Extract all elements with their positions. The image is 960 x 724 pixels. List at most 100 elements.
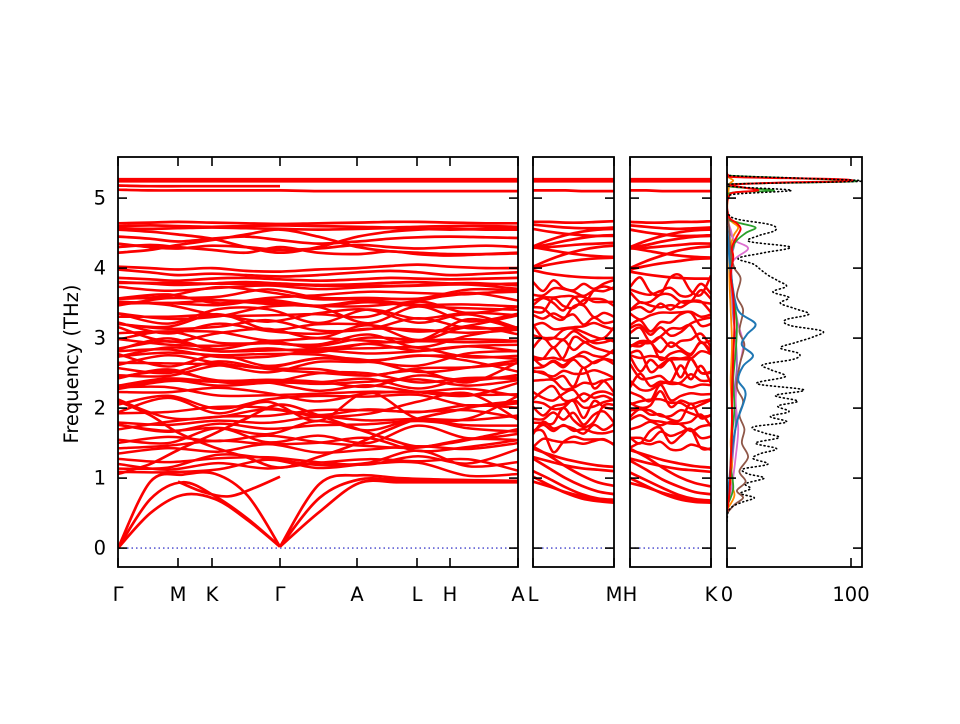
phonon-band bbox=[118, 390, 518, 424]
phonon-band bbox=[118, 385, 518, 398]
phonon-band bbox=[533, 480, 614, 502]
panel-content-p3 bbox=[630, 177, 711, 549]
kpoint-label: L bbox=[528, 583, 539, 606]
phonon-band bbox=[533, 388, 614, 403]
pdos-green-curve bbox=[727, 172, 858, 507]
phonon-band bbox=[278, 473, 518, 548]
phonon-band bbox=[630, 476, 711, 504]
phonon-band bbox=[118, 228, 518, 256]
phonon-band bbox=[533, 279, 614, 293]
phonon-band bbox=[630, 427, 711, 443]
phonon-band bbox=[118, 285, 518, 301]
phonon-band bbox=[630, 383, 711, 403]
phonon-band bbox=[533, 457, 614, 496]
phonon-band bbox=[118, 326, 518, 349]
phonon-band bbox=[630, 219, 711, 225]
kpoint-label: A bbox=[511, 583, 525, 606]
phonon-band bbox=[630, 389, 711, 410]
phonon-band bbox=[630, 447, 711, 488]
kpoint-label: H bbox=[443, 583, 458, 606]
dos-axis-tick-label: 0 bbox=[721, 583, 733, 606]
kpoint-label: L bbox=[412, 583, 423, 606]
phonon-band bbox=[118, 287, 518, 301]
panel-frame bbox=[726, 156, 863, 568]
panel-frame bbox=[629, 156, 712, 568]
y-axis-label: Frequency (THz) bbox=[60, 285, 83, 444]
panel-frame bbox=[117, 156, 519, 568]
kpoint-label: H bbox=[623, 583, 638, 606]
phonon-band bbox=[118, 280, 518, 287]
phonon-band bbox=[630, 349, 711, 361]
phonon-band bbox=[630, 481, 711, 503]
phonon-band bbox=[630, 440, 711, 452]
dos-total-curve bbox=[727, 172, 862, 523]
phonon-band bbox=[118, 243, 518, 257]
phonon-band bbox=[630, 245, 711, 270]
phonon-band bbox=[533, 233, 614, 249]
phonon-band bbox=[118, 224, 518, 229]
phonon-band bbox=[630, 242, 711, 250]
phonon-band bbox=[118, 220, 518, 226]
y-tick-label: 0 bbox=[94, 537, 106, 560]
phonon-band bbox=[118, 399, 518, 469]
phonon-band bbox=[630, 372, 711, 389]
phonon-band bbox=[118, 362, 518, 378]
phonon-band bbox=[118, 377, 518, 387]
panel-content-p2 bbox=[533, 177, 614, 549]
phonon-band bbox=[630, 448, 711, 469]
phonon-band bbox=[118, 321, 518, 336]
kpoint-label: M bbox=[170, 583, 187, 606]
y-tick-label: 5 bbox=[94, 187, 106, 210]
phonon-band bbox=[533, 447, 614, 469]
phonon-band bbox=[630, 397, 711, 410]
phonon-band bbox=[533, 321, 614, 331]
phonon-band bbox=[279, 479, 518, 548]
phonon-band bbox=[118, 458, 518, 478]
y-tick-label: 4 bbox=[94, 257, 106, 280]
phonon-band bbox=[533, 286, 614, 298]
phonon-band bbox=[533, 244, 614, 268]
kpoint-label: M bbox=[606, 583, 623, 606]
kpoint-label: K bbox=[705, 583, 719, 606]
phonon-band bbox=[630, 282, 711, 298]
phonon-band bbox=[118, 403, 518, 476]
pdos-orchid-curve bbox=[727, 218, 749, 507]
phonon-band bbox=[118, 317, 518, 333]
phonon-band bbox=[630, 246, 711, 259]
phonon-band bbox=[533, 245, 614, 259]
phonon-band bbox=[118, 227, 518, 255]
phonon-band bbox=[533, 455, 614, 473]
phonon-band bbox=[630, 288, 711, 305]
phonon-band bbox=[533, 241, 614, 250]
kpoint-label: K bbox=[206, 583, 220, 606]
phonon-band bbox=[533, 423, 614, 435]
phonon-band bbox=[533, 329, 614, 345]
panel-frame bbox=[532, 156, 615, 568]
phonon-band bbox=[630, 228, 711, 249]
kpoint-label: Γ bbox=[275, 583, 286, 606]
y-tick-label: 3 bbox=[94, 327, 106, 350]
phonon-band bbox=[533, 402, 614, 429]
phonon-band bbox=[533, 312, 614, 326]
phonon-band bbox=[533, 285, 614, 306]
phonon-band bbox=[533, 297, 614, 314]
phonon-band bbox=[118, 263, 518, 274]
phonon-band bbox=[533, 223, 614, 230]
phonon-band bbox=[630, 310, 711, 321]
phonon-band bbox=[630, 425, 711, 451]
phonon-band bbox=[118, 300, 518, 319]
phonon-band bbox=[118, 242, 518, 252]
phonon-band bbox=[118, 306, 518, 325]
phonon-band bbox=[533, 366, 614, 390]
phonon-band bbox=[630, 224, 711, 231]
panel-content-p1 bbox=[118, 177, 518, 550]
y-tick-label: 2 bbox=[94, 397, 106, 420]
phonon-band bbox=[630, 256, 711, 271]
panel-p4: 0 100 bbox=[721, 156, 870, 606]
phonon-band bbox=[630, 402, 711, 423]
